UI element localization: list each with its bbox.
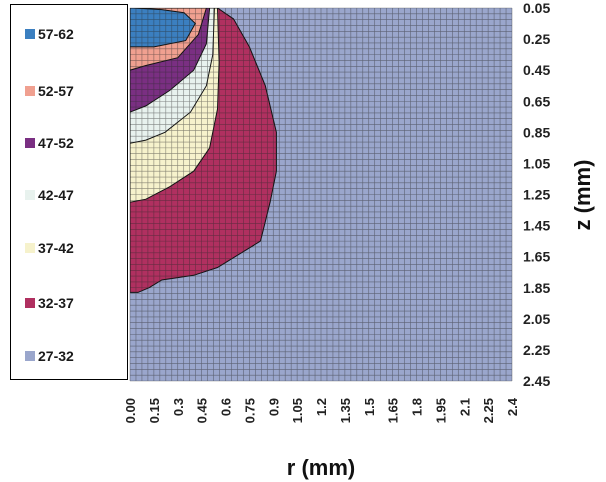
y-tick-label: 0.05 <box>523 0 550 16</box>
legend-item-42-47: 42-47 <box>25 185 74 205</box>
x-tick-label: 2.25 <box>481 398 496 423</box>
legend-item-27-32: 27-32 <box>25 346 74 366</box>
x-tick-label: 1.5 <box>362 398 377 416</box>
x-tick-label: 0.00 <box>123 398 138 423</box>
legend-label: 37-42 <box>38 240 74 256</box>
legend-item-52-57: 52-57 <box>25 81 74 101</box>
legend-item-32-37: 32-37 <box>25 293 74 313</box>
x-axis-label: r (mm) <box>287 455 355 480</box>
x-tick-label: 1.2 <box>314 398 329 416</box>
legend-label: 57-62 <box>38 26 74 42</box>
legend-swatch <box>25 298 35 308</box>
y-tick-label: 1.45 <box>523 218 550 234</box>
legend-label: 42-47 <box>38 187 74 203</box>
grid <box>129 7 513 382</box>
y-axis-label: z (mm) <box>570 160 595 231</box>
legend-swatch <box>25 138 35 148</box>
y-tick-label: 0.45 <box>523 62 550 78</box>
y-tick-label: 0.65 <box>523 93 550 109</box>
x-tick-label: 0.9 <box>266 398 281 416</box>
x-tick-label: 2.4 <box>505 397 520 416</box>
y-tick-label: 2.25 <box>523 342 550 358</box>
y-tick-label: 0.25 <box>523 31 550 47</box>
legend-swatch <box>25 29 35 39</box>
legend: 57-62 52-57 47-52 42-47 37-42 32-37 27-32 <box>10 4 128 380</box>
x-tick-label: 1.95 <box>433 398 448 423</box>
legend-label: 52-57 <box>38 83 74 99</box>
y-tick-label: 2.05 <box>523 311 550 327</box>
x-tick-label: 1.65 <box>386 398 401 423</box>
legend-label: 27-32 <box>38 348 74 364</box>
legend-swatch <box>25 86 35 96</box>
legend-label: 32-37 <box>38 295 74 311</box>
y-tick-label: 1.65 <box>523 249 550 265</box>
y-tick-label: 0.85 <box>523 124 550 140</box>
x-tick-label: 0.3 <box>171 398 186 416</box>
legend-item-37-42: 37-42 <box>25 238 74 258</box>
y-tick-label: 1.25 <box>523 187 550 203</box>
x-tick-label: 0.6 <box>219 398 234 416</box>
y-tick-label: 2.45 <box>523 373 550 389</box>
legend-swatch <box>25 190 35 200</box>
y-tick-label: 1.85 <box>523 280 550 296</box>
x-tick-label: 1.8 <box>410 398 425 416</box>
legend-item-57-62: 57-62 <box>25 24 74 44</box>
x-tick-label: 0.15 <box>147 398 162 423</box>
x-tick-label: 0.75 <box>242 398 257 423</box>
legend-swatch <box>25 243 35 253</box>
y-tick-label: 1.05 <box>523 155 550 171</box>
x-tick-label: 2.1 <box>457 398 472 416</box>
legend-label: 47-52 <box>38 135 74 151</box>
legend-swatch <box>25 351 35 361</box>
x-tick-label: 1.05 <box>290 398 305 423</box>
x-tick-label: 0.45 <box>195 398 210 423</box>
legend-item-47-52: 47-52 <box>25 133 74 153</box>
x-tick-label: 1.35 <box>338 398 353 423</box>
